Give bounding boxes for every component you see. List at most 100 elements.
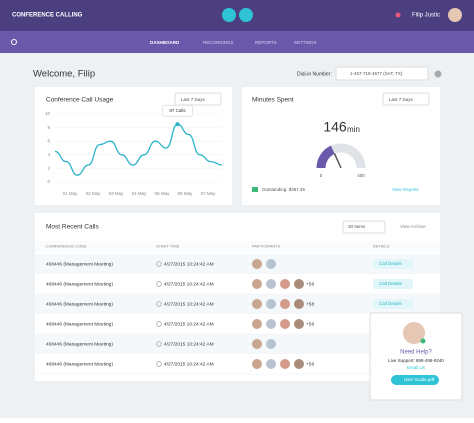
table-row <box>35 354 440 374</box>
details-button[interactable] <box>373 299 413 309</box>
minutes-title: Minutes Spent <box>252 97 294 104</box>
icon-button[interactable] <box>239 8 253 22</box>
nav-item[interactable]: REPORTS <box>255 40 277 45</box>
start-time: 4/27/2015 10:24:42 AM <box>164 321 214 327</box>
filter-text[interactable]: Last 7 Days <box>389 97 414 102</box>
support-avatar <box>403 322 425 344</box>
filter[interactable] <box>382 92 430 106</box>
y-tick-label: 8 <box>47 125 50 130</box>
clock-icon <box>156 301 162 307</box>
participant-avatar <box>252 299 262 309</box>
avatar[interactable] <box>448 8 462 22</box>
view-archive[interactable]: View Archive <box>400 224 426 229</box>
details[interactable]: Call Details <box>379 281 403 286</box>
y-tick-label: 4 <box>47 152 50 157</box>
calls-title: Most Recent Calls <box>46 224 99 231</box>
conference-code: 408446 (Management Meeting) <box>46 321 113 327</box>
dial-number[interactable]: 1-457-719-4577 (SAT, TX) <box>350 71 403 76</box>
participant-avatar <box>266 319 276 329</box>
support: Live Support: 888-498-9240 <box>388 358 444 363</box>
participant-avatar <box>280 319 290 329</box>
conference-code: 408446 (Management Meeting) <box>46 301 113 307</box>
items-select[interactable] <box>342 220 386 234</box>
gauge-min: 0 <box>320 173 323 178</box>
details[interactable]: Call Details <box>379 301 403 306</box>
column-header: DETAILS <box>373 244 390 249</box>
info-icon[interactable] <box>434 70 442 78</box>
participant-avatar <box>266 259 276 269</box>
conference-code: 408446 (Management Meeting) <box>46 281 113 287</box>
conference-code: 408446 (Management Meeting) <box>46 261 113 267</box>
search-icon[interactable] <box>11 39 17 45</box>
peak-point <box>175 122 180 127</box>
table-header <box>35 241 440 252</box>
tooltip: 87 Calls <box>169 108 186 113</box>
details-button[interactable] <box>373 279 413 289</box>
clock-icon <box>156 361 162 367</box>
participant-avatar <box>252 359 262 369</box>
nav-item[interactable]: DASHBOARD <box>150 40 180 45</box>
view-reports[interactable]: View Reports <box>392 187 419 192</box>
x-tick-label: 03 May <box>109 191 125 196</box>
items[interactable]: 30 Items <box>348 224 366 229</box>
participant-avatar <box>280 279 290 289</box>
start-time: 4/27/2015 10:24:42 AM <box>164 261 214 267</box>
table-row <box>35 294 440 314</box>
participant-avatar <box>280 299 290 309</box>
x-tick-label: 04 May <box>132 191 148 196</box>
table-row <box>35 314 440 334</box>
participants-more: +58 <box>306 361 314 367</box>
nav-item[interactable]: SETTINGS <box>294 40 317 45</box>
filter[interactable] <box>174 92 222 106</box>
outstanding: Outstanding: $487.45 <box>262 187 306 192</box>
column-header: CONFERENCE CODE <box>46 244 87 249</box>
y-tick-label: 2 <box>47 166 50 171</box>
participant-avatar <box>266 359 276 369</box>
email[interactable]: Email Us <box>407 365 426 370</box>
notification[interactable] <box>395 12 401 18</box>
conference-code: 408446 (Management Meeting) <box>46 341 113 347</box>
icon-button[interactable] <box>222 8 236 22</box>
details-button[interactable] <box>373 259 413 269</box>
gauge-needle <box>333 153 342 169</box>
user-name[interactable]: Filip Justic <box>412 13 440 19</box>
guide-button[interactable] <box>391 375 439 385</box>
nav-item[interactable]: RECORDINGS <box>203 40 234 45</box>
x-tick-label: 02 May <box>86 191 102 196</box>
gauge-fill <box>316 145 335 169</box>
participant-avatar <box>266 339 276 349</box>
top-bar <box>0 0 474 31</box>
welcome: Welcome, Filip <box>33 69 95 80</box>
x-tick-label: 01 May <box>63 191 79 196</box>
dial-label: Dial-in Number: <box>297 71 332 77</box>
filter-text[interactable]: Last 7 Days <box>181 97 206 102</box>
usage-title: Conference Call Usage <box>46 97 114 104</box>
participant-avatar <box>252 259 262 269</box>
participant-avatar <box>280 359 290 369</box>
participants-more: +58 <box>306 281 314 287</box>
participant-avatar <box>294 319 304 329</box>
gauge-max: 400 <box>357 173 365 178</box>
column-header: START TIME <box>156 244 180 249</box>
start-time: 4/27/2015 10:24:42 AM <box>164 341 214 347</box>
table-row <box>35 274 440 294</box>
nav-bar <box>0 31 474 53</box>
clock-icon <box>156 321 162 327</box>
participant-avatar <box>294 299 304 309</box>
start-time: 4/27/2015 10:24:42 AM <box>164 281 214 287</box>
help-title: Need Help? <box>400 350 432 356</box>
participant-avatar <box>266 299 276 309</box>
minutes-unit: min <box>347 125 360 134</box>
y-tick-label: 6 <box>47 138 50 143</box>
participant-avatar <box>294 359 304 369</box>
start-time: 4/27/2015 10:24:42 AM <box>164 361 214 367</box>
y-tick-label: 10 <box>45 111 51 116</box>
details[interactable]: Call Details <box>379 261 403 266</box>
clock-icon <box>156 341 162 347</box>
x-tick-label: 06 May <box>178 191 194 196</box>
dial-select[interactable] <box>335 66 429 81</box>
table-row <box>35 254 440 274</box>
table-row <box>35 334 440 354</box>
guide[interactable]: User Guide.pdf <box>404 377 435 382</box>
